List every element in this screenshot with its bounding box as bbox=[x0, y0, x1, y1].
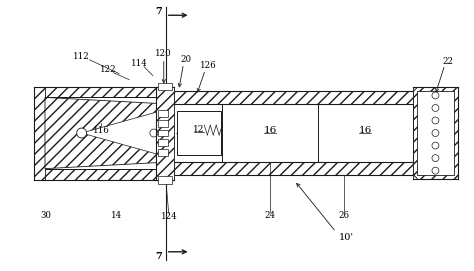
Text: 24: 24 bbox=[264, 211, 275, 220]
Text: 26: 26 bbox=[338, 211, 349, 220]
Bar bbox=[156, 86, 173, 180]
Bar bbox=[158, 120, 168, 127]
Text: 7: 7 bbox=[155, 7, 162, 16]
Bar bbox=[34, 86, 173, 97]
Text: 16: 16 bbox=[359, 125, 372, 135]
Bar bbox=[158, 149, 168, 156]
Bar bbox=[158, 176, 172, 183]
Bar bbox=[173, 91, 413, 104]
Text: 114: 114 bbox=[131, 59, 147, 68]
Text: 16: 16 bbox=[263, 125, 276, 135]
Bar bbox=[417, 91, 454, 175]
Bar bbox=[158, 83, 172, 91]
Text: 12: 12 bbox=[193, 125, 205, 134]
Bar bbox=[34, 169, 173, 180]
Bar bbox=[173, 162, 413, 175]
Text: 112: 112 bbox=[73, 52, 90, 61]
Circle shape bbox=[150, 129, 158, 137]
Polygon shape bbox=[82, 107, 173, 159]
Bar bbox=[158, 130, 168, 137]
Circle shape bbox=[432, 130, 439, 137]
Circle shape bbox=[432, 105, 439, 111]
Text: 10': 10' bbox=[339, 233, 354, 243]
Bar bbox=[222, 104, 413, 162]
Text: 126: 126 bbox=[200, 61, 217, 70]
Text: 22: 22 bbox=[442, 57, 453, 66]
Text: 116: 116 bbox=[93, 125, 110, 135]
Circle shape bbox=[432, 167, 439, 174]
Text: 14: 14 bbox=[111, 211, 122, 220]
Bar bbox=[177, 111, 221, 155]
Circle shape bbox=[432, 142, 439, 149]
Text: 20: 20 bbox=[180, 55, 191, 64]
Circle shape bbox=[432, 155, 439, 162]
Text: 30: 30 bbox=[40, 211, 52, 220]
Polygon shape bbox=[45, 97, 173, 169]
Circle shape bbox=[432, 92, 439, 99]
Circle shape bbox=[432, 117, 439, 124]
Circle shape bbox=[77, 128, 87, 138]
Text: 122: 122 bbox=[100, 65, 117, 74]
Text: 7: 7 bbox=[155, 252, 162, 261]
Bar bbox=[158, 140, 168, 146]
Bar bbox=[34, 86, 45, 180]
Text: 120: 120 bbox=[155, 49, 172, 58]
Text: 124: 124 bbox=[160, 212, 177, 221]
Bar bbox=[413, 88, 458, 179]
Bar bbox=[158, 110, 168, 117]
